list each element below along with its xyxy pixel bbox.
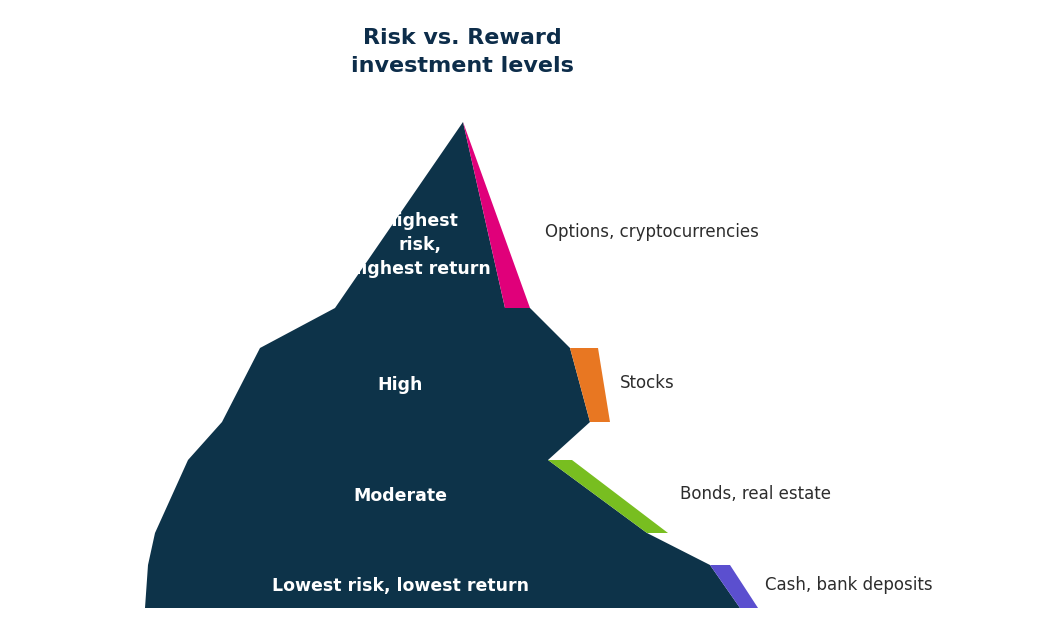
- Text: Moderate: Moderate: [353, 487, 447, 505]
- Text: Cash, bank deposits: Cash, bank deposits: [765, 576, 932, 594]
- Polygon shape: [222, 348, 590, 422]
- Polygon shape: [260, 308, 570, 348]
- Text: Options, cryptocurrencies: Options, cryptocurrencies: [545, 223, 759, 241]
- Polygon shape: [463, 122, 530, 308]
- Text: Risk vs. Reward
investment levels: Risk vs. Reward investment levels: [351, 28, 573, 76]
- Text: Lowest risk, lowest return: Lowest risk, lowest return: [272, 577, 528, 595]
- Text: Bonds, real estate: Bonds, real estate: [680, 485, 831, 503]
- Polygon shape: [148, 533, 710, 565]
- Polygon shape: [145, 565, 740, 608]
- Text: High: High: [377, 376, 422, 394]
- Polygon shape: [188, 422, 590, 460]
- Polygon shape: [155, 460, 647, 533]
- Text: Highest
risk,
highest return: Highest risk, highest return: [349, 212, 491, 278]
- Polygon shape: [548, 460, 668, 533]
- Polygon shape: [710, 565, 758, 608]
- Text: Stocks: Stocks: [620, 374, 675, 392]
- Polygon shape: [335, 122, 506, 308]
- Polygon shape: [570, 348, 610, 422]
